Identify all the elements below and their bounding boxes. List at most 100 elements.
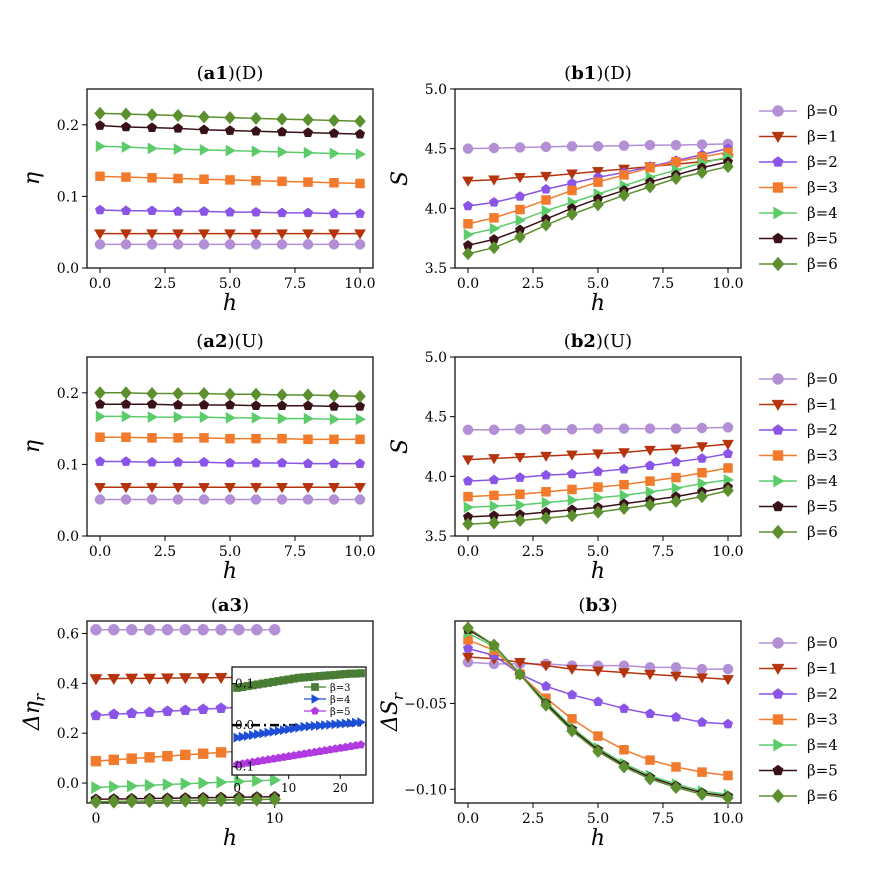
data-point: [328, 229, 340, 240]
x-tick-label: 10.0: [344, 276, 375, 292]
data-point: [125, 623, 138, 636]
inset-series-0: [233, 669, 365, 692]
data-point: [515, 499, 526, 511]
data-point: [276, 483, 288, 494]
data-point: [540, 469, 552, 480]
data-point: [250, 400, 262, 410]
data-point: [199, 411, 210, 424]
data-point: [462, 455, 474, 466]
data-point: [566, 724, 578, 738]
data-point: [303, 412, 314, 425]
data-point: [670, 456, 682, 467]
inset-data-point: [243, 730, 253, 742]
data-point: [355, 413, 366, 426]
data-point: [567, 714, 577, 724]
series-6: [89, 792, 282, 810]
data-point: [94, 204, 106, 215]
data-point: [252, 774, 264, 788]
data-point: [489, 222, 500, 235]
x-tick-label: 0: [91, 811, 100, 827]
y-tick-label: 0.2: [57, 386, 79, 402]
data-point: [696, 489, 708, 504]
series-0: [94, 239, 366, 250]
panel-title: (a3): [211, 595, 249, 616]
inset-data-point: [326, 719, 336, 730]
panel-title-id: a1: [204, 63, 228, 84]
legend-label: β=2: [807, 685, 838, 703]
series-5: [462, 156, 734, 250]
data-point: [566, 468, 578, 479]
data-point: [302, 127, 314, 137]
data-point: [488, 241, 500, 255]
data-point: [514, 173, 526, 184]
data-point: [95, 432, 105, 442]
data-point: [541, 204, 552, 217]
data-point: [143, 673, 157, 685]
data-point: [540, 680, 552, 691]
data-point: [251, 433, 261, 444]
data-point: [645, 755, 655, 765]
data-point: [250, 457, 262, 468]
legend-label: β=0: [807, 102, 838, 120]
data-point: [463, 501, 474, 514]
axes-frame: [86, 356, 374, 537]
data-point: [197, 748, 209, 759]
data-point: [196, 673, 210, 685]
inset-data-point: [352, 717, 361, 728]
inset-series-2: [232, 740, 366, 769]
data-point: [215, 702, 227, 713]
series-1: [462, 439, 734, 466]
x-tick-label: 0.0: [457, 811, 479, 827]
inset-data-point: [269, 726, 279, 737]
data-point: [250, 494, 262, 505]
x-tick-label: 7.5: [652, 544, 674, 560]
data-point: [225, 433, 235, 444]
data-point: [172, 108, 184, 123]
legend-marker: [772, 637, 784, 649]
x-tick-label: 5.0: [587, 544, 609, 560]
inset-legend-label: β=3: [330, 683, 351, 694]
inset-series-1: [233, 717, 366, 743]
data-point: [303, 146, 314, 159]
inset-data-point: [331, 719, 341, 730]
x-tick-label: 2.5: [522, 276, 544, 292]
y-tick-label: 3.5: [425, 261, 447, 277]
data-point: [108, 754, 120, 766]
panel-title-paren-open: (: [196, 331, 203, 352]
data-point: [722, 675, 734, 686]
data-point: [196, 793, 210, 808]
y-tick-label: 4.0: [425, 201, 447, 217]
data-point: [592, 666, 604, 677]
legend-label: β=4: [807, 204, 838, 222]
panel-title-paren-close: ): [611, 595, 618, 616]
data-point: [488, 175, 500, 186]
data-point: [178, 673, 192, 685]
panel-title: (b3): [578, 595, 617, 616]
legend-label: β=1: [807, 396, 838, 414]
data-point: [592, 744, 604, 759]
data-point: [172, 483, 184, 494]
data-point: [250, 111, 262, 125]
data-point: [645, 476, 655, 486]
series-2: [94, 456, 366, 468]
data-point: [277, 146, 288, 158]
x-axis-label: h: [591, 559, 605, 584]
data-point: [671, 472, 681, 483]
data-point: [489, 500, 500, 513]
data-point: [515, 214, 526, 227]
data-point: [645, 163, 655, 173]
x-tick-label: 5.0: [219, 544, 241, 560]
data-point: [463, 491, 473, 502]
data-point: [172, 239, 184, 250]
data-point: [670, 139, 682, 151]
legend-label: β=6: [807, 255, 838, 273]
data-point: [172, 229, 184, 240]
series-6: [462, 159, 734, 261]
inset: 0 10 20 0.1 0.0 0.1 β=3β=4β=5: [231, 666, 367, 795]
series-4: [91, 773, 282, 795]
data-point: [355, 148, 366, 161]
series-line: [467, 627, 729, 799]
data-point: [126, 753, 137, 764]
data-point: [515, 489, 525, 499]
data-point: [120, 239, 132, 250]
